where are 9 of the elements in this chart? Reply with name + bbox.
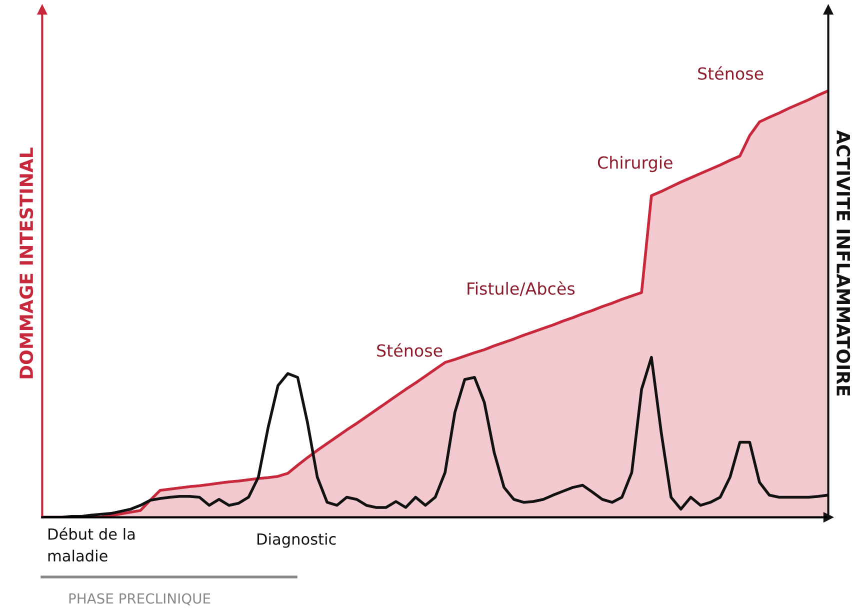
- annotation: Sténose: [377, 343, 442, 357]
- y-axis-title: DOMMAGE INTESTINAL: [19, 148, 34, 378]
- text: Début de la maladie: [48, 527, 135, 562]
- annotation: Chirurgie: [598, 156, 672, 172]
- text: PHASE PRECLINIQUE: [69, 593, 210, 606]
- y2-axis-title: ACTIVITE INFLAMMATOIRE: [836, 130, 850, 396]
- text: Diagnostic: [258, 533, 336, 548]
- text: Sténose: [698, 66, 764, 80]
- annotation: Fistule/Abcès: [468, 281, 575, 296]
